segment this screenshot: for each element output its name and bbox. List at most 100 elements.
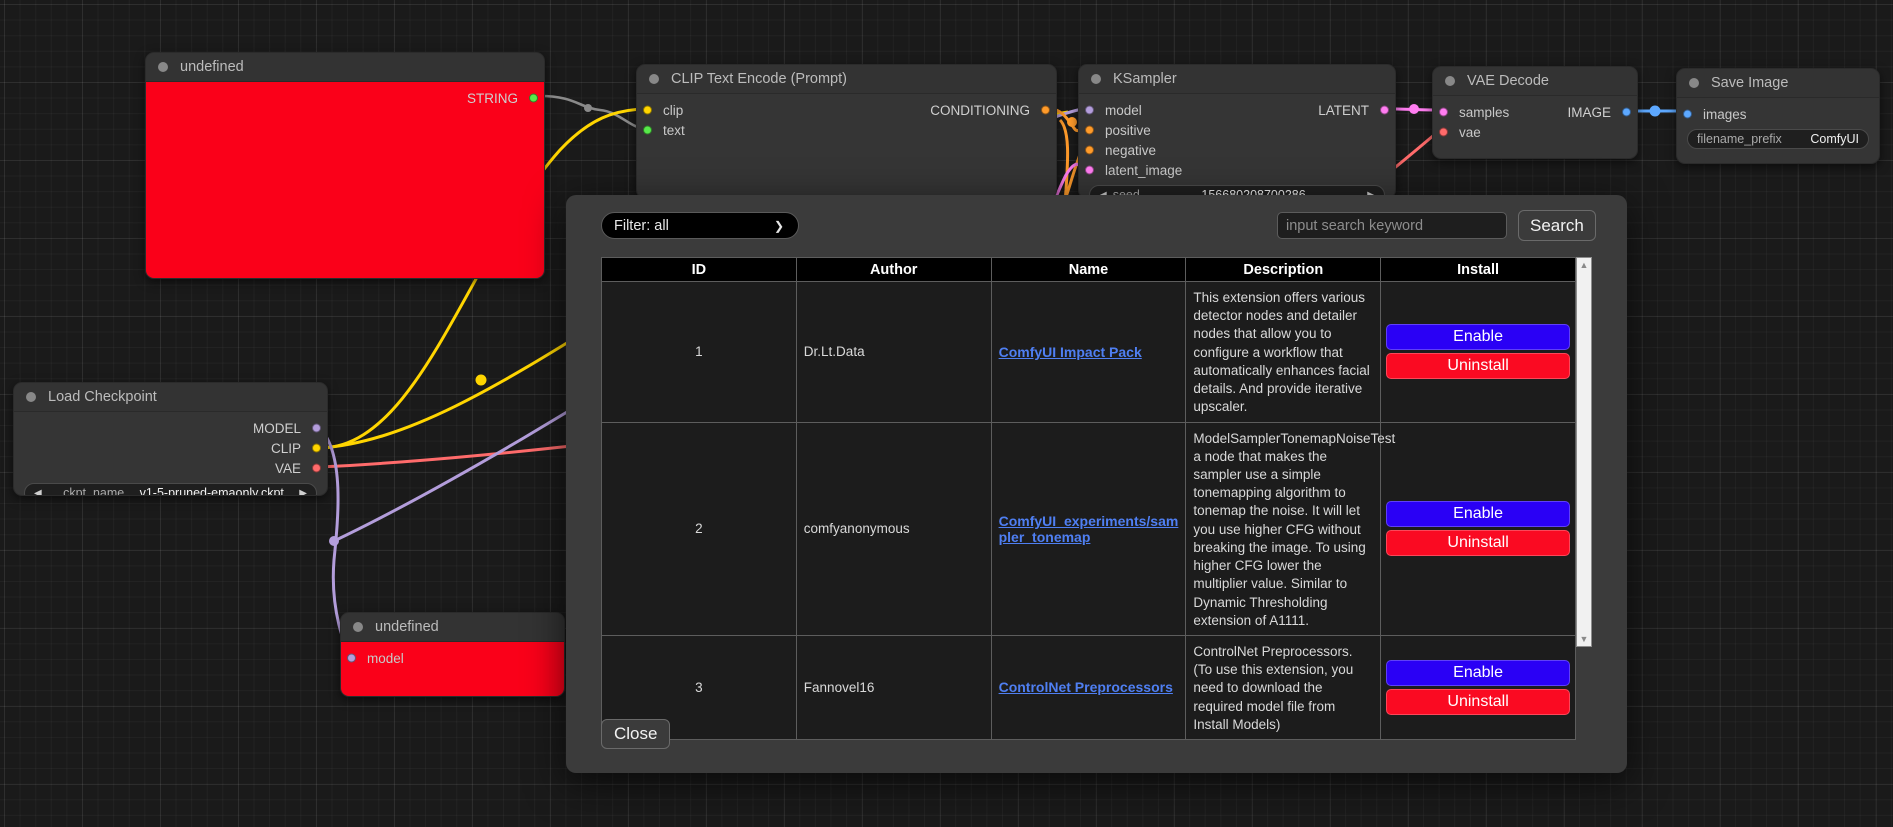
widget-seed[interactable]: ◀ seed 156680208700286 ▶ bbox=[1089, 185, 1385, 199]
node-body: MODEL CLIP VAE ◀ ckpt_name v1-5-pruned-e… bbox=[14, 412, 327, 496]
header-id: ID bbox=[601, 257, 797, 282]
input-label: positive bbox=[1105, 122, 1151, 138]
scroll-down-arrow-icon[interactable]: ▼ bbox=[1579, 634, 1589, 644]
decrement-arrow-icon[interactable]: ◀ bbox=[1099, 190, 1107, 199]
node-title-text: CLIP Text Encode (Prompt) bbox=[671, 71, 847, 87]
cell-description: ControlNet Preprocessors. (To use this e… bbox=[1185, 634, 1382, 741]
input-slot-samples[interactable]: samples bbox=[1433, 102, 1637, 122]
collapse-dot-icon[interactable] bbox=[1689, 78, 1699, 88]
cell-install: Enable Uninstall bbox=[1380, 421, 1576, 636]
output-dot-icon[interactable] bbox=[1622, 107, 1631, 117]
node-undefined-model[interactable]: undefined model bbox=[340, 612, 565, 697]
collapse-dot-icon[interactable] bbox=[353, 622, 363, 632]
widget-ckpt-name[interactable]: ◀ ckpt_name v1-5-pruned-emaonly.ckpt ▶ bbox=[24, 483, 317, 496]
input-dot-icon[interactable] bbox=[347, 653, 356, 663]
input-slot-latent-image[interactable]: latent_image bbox=[1079, 160, 1395, 180]
input-dot-icon[interactable] bbox=[1439, 107, 1448, 117]
collapse-dot-icon[interactable] bbox=[1091, 74, 1101, 84]
extension-link[interactable]: ControlNet Preprocessors bbox=[998, 679, 1173, 696]
cell-name: ComfyUI_experiments/sampler_tonemap bbox=[990, 421, 1187, 636]
output-label: STRING bbox=[466, 90, 518, 106]
increment-arrow-icon[interactable]: ▶ bbox=[1367, 190, 1375, 199]
input-dot-icon[interactable] bbox=[643, 125, 652, 135]
input-dot-icon[interactable] bbox=[1085, 105, 1094, 115]
cell-author: Dr.Lt.Data bbox=[795, 281, 992, 423]
close-button[interactable]: Close bbox=[601, 719, 671, 749]
search-button[interactable]: Search bbox=[1518, 210, 1596, 241]
widget-filename-prefix[interactable]: filename_prefix ComfyUI bbox=[1687, 129, 1869, 149]
node-ksampler[interactable]: KSampler model LATENT positive negative bbox=[1078, 64, 1396, 199]
node-title-bar[interactable]: VAE Decode bbox=[1433, 67, 1637, 96]
node-undefined-string[interactable]: undefined STRING bbox=[145, 52, 545, 279]
output-slot-latent[interactable]: LATENT bbox=[1079, 100, 1395, 120]
cell-name: ComfyUI Impact Pack bbox=[990, 281, 1187, 423]
output-slot-image[interactable]: IMAGE bbox=[1433, 102, 1637, 122]
dialog-toolbar: Filter: all Filter: installed Filter: no… bbox=[566, 210, 1627, 252]
widget-value: ComfyUI bbox=[1810, 132, 1859, 146]
cell-author: comfyanonymous bbox=[795, 421, 992, 636]
node-save-image[interactable]: Save Image images filename_prefix ComfyU… bbox=[1676, 68, 1880, 164]
extension-link[interactable]: ComfyUI Impact Pack bbox=[998, 343, 1142, 360]
input-slot-negative[interactable]: negative bbox=[1079, 140, 1395, 160]
output-dot-icon[interactable] bbox=[1380, 105, 1389, 115]
input-slot-vae[interactable]: vae bbox=[1433, 122, 1637, 142]
input-dot-icon[interactable] bbox=[1439, 127, 1448, 137]
output-slot-model[interactable]: MODEL bbox=[14, 418, 327, 438]
node-title-bar[interactable]: undefined bbox=[146, 53, 544, 82]
input-dot-icon[interactable] bbox=[1085, 125, 1094, 135]
input-slot-model[interactable]: model bbox=[341, 648, 564, 668]
input-slot-images[interactable]: images bbox=[1677, 104, 1879, 124]
node-title-bar[interactable]: KSampler bbox=[1079, 65, 1395, 94]
decrement-arrow-icon[interactable]: ◀ bbox=[34, 487, 42, 496]
filter-select[interactable]: Filter: all Filter: installed Filter: no… bbox=[601, 212, 799, 239]
node-title-text: undefined bbox=[180, 59, 244, 75]
node-title-text: Load Checkpoint bbox=[48, 389, 157, 405]
widget-name: seed bbox=[1112, 188, 1140, 199]
enable-button[interactable]: Enable bbox=[1386, 659, 1570, 686]
output-dot-icon[interactable] bbox=[312, 423, 321, 433]
search-input[interactable] bbox=[1277, 212, 1507, 239]
input-slot-positive[interactable]: positive bbox=[1079, 120, 1395, 140]
collapse-dot-icon[interactable] bbox=[649, 74, 659, 84]
enable-button[interactable]: Enable bbox=[1386, 501, 1570, 528]
node-title-bar[interactable]: Load Checkpoint bbox=[14, 383, 327, 412]
node-vae-decode[interactable]: VAE Decode samples IMAGE vae bbox=[1432, 66, 1638, 159]
extension-link[interactable]: ComfyUI_experiments/sampler_tonemap bbox=[998, 512, 1179, 545]
collapse-dot-icon[interactable] bbox=[1445, 76, 1455, 86]
node-load-checkpoint[interactable]: Load Checkpoint MODEL CLIP VAE ◀ ckpt_na… bbox=[13, 382, 328, 496]
node-clip-text-encode[interactable]: CLIP Text Encode (Prompt) clip CONDITION… bbox=[636, 64, 1057, 199]
uninstall-button[interactable]: Uninstall bbox=[1386, 688, 1570, 715]
input-dot-icon[interactable] bbox=[643, 105, 652, 115]
collapse-dot-icon[interactable] bbox=[158, 62, 168, 72]
input-slot-text[interactable]: text bbox=[637, 120, 1056, 140]
uninstall-button[interactable]: Uninstall bbox=[1386, 530, 1570, 557]
node-title-bar[interactable]: Save Image bbox=[1677, 69, 1879, 98]
scroll-up-arrow-icon[interactable]: ▲ bbox=[1579, 260, 1589, 270]
increment-arrow-icon[interactable]: ▶ bbox=[299, 487, 307, 496]
uninstall-button[interactable]: Uninstall bbox=[1386, 353, 1570, 380]
input-label: model bbox=[367, 650, 404, 666]
input-dot-icon[interactable] bbox=[1683, 109, 1692, 119]
input-dot-icon[interactable] bbox=[1085, 165, 1094, 175]
input-dot-icon[interactable] bbox=[1085, 145, 1094, 155]
output-dot-icon[interactable] bbox=[1041, 105, 1050, 115]
node-body: clip CONDITIONING text bbox=[637, 94, 1056, 149]
input-slot-clip[interactable]: clip bbox=[637, 100, 1056, 120]
output-slot-string[interactable]: STRING bbox=[146, 88, 544, 108]
collapse-dot-icon[interactable] bbox=[26, 392, 36, 402]
output-dot-icon[interactable] bbox=[529, 93, 538, 103]
input-slot-model[interactable]: model bbox=[1079, 100, 1395, 120]
header-description: Description bbox=[1185, 257, 1382, 282]
output-dot-icon[interactable] bbox=[312, 443, 321, 453]
output-dot-icon[interactable] bbox=[312, 463, 321, 473]
node-title-bar[interactable]: CLIP Text Encode (Prompt) bbox=[637, 65, 1056, 94]
node-title-bar[interactable]: undefined bbox=[341, 613, 564, 642]
node-body: images filename_prefix ComfyUI bbox=[1677, 98, 1879, 158]
output-slot-vae[interactable]: VAE bbox=[14, 458, 327, 478]
output-slot-conditioning[interactable]: CONDITIONING bbox=[637, 100, 1056, 120]
output-slot-clip[interactable]: CLIP bbox=[14, 438, 327, 458]
output-label: IMAGE bbox=[1567, 104, 1611, 120]
enable-button[interactable]: Enable bbox=[1386, 324, 1570, 351]
table-scrollbar[interactable]: ▲ ▼ bbox=[1576, 257, 1592, 647]
